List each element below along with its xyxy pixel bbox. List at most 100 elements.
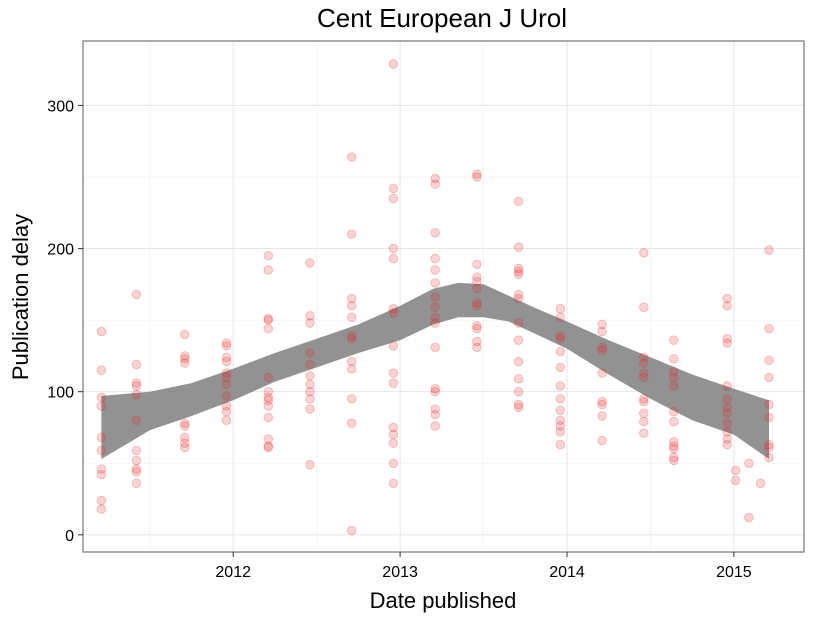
data-point <box>555 312 566 323</box>
data-point <box>347 312 357 323</box>
data-point <box>131 389 142 400</box>
data-point <box>639 358 649 368</box>
data-point <box>430 318 440 328</box>
data-point <box>430 278 440 288</box>
data-point <box>669 437 679 447</box>
data-point <box>347 525 357 536</box>
data-point <box>764 355 774 365</box>
data-point <box>744 458 754 469</box>
data-point <box>347 364 357 374</box>
data-point <box>722 293 732 304</box>
data-point <box>639 368 649 378</box>
data-point <box>263 324 274 334</box>
data-point <box>555 415 566 426</box>
data-point <box>669 381 679 391</box>
data-point <box>430 292 440 302</box>
plot-border <box>82 40 805 553</box>
data-point <box>722 394 732 404</box>
y-axis-title: Publication delay <box>8 214 33 380</box>
data-point <box>555 427 566 437</box>
data-point <box>472 172 482 182</box>
smooth-confidence-band <box>101 282 769 459</box>
data-point <box>263 442 274 453</box>
data-point <box>722 381 732 391</box>
data-point <box>764 399 774 410</box>
data-point <box>764 452 774 463</box>
data-point <box>513 387 524 397</box>
data-point <box>430 409 440 420</box>
data-point <box>555 394 566 404</box>
data-point <box>263 401 274 411</box>
data-point <box>764 442 774 453</box>
data-point <box>221 415 232 426</box>
data-point <box>513 374 524 384</box>
data-point <box>263 392 274 403</box>
data-point <box>764 245 774 255</box>
data-point <box>180 432 190 443</box>
data-point <box>764 412 774 423</box>
data-point <box>513 399 524 410</box>
data-point <box>597 411 607 421</box>
data-point <box>388 478 399 489</box>
data-point <box>597 399 607 410</box>
data-point <box>347 229 357 239</box>
data-point <box>555 405 566 416</box>
data-point <box>513 263 524 274</box>
data-point <box>513 356 524 367</box>
data-point <box>722 334 732 344</box>
data-point <box>96 495 107 506</box>
data-point <box>513 242 524 252</box>
data-point <box>221 379 232 390</box>
data-point <box>430 404 440 414</box>
data-point <box>597 319 607 330</box>
data-point <box>347 301 357 311</box>
y-tick-label: 300 <box>47 98 74 115</box>
data-point <box>221 338 232 348</box>
data-point <box>472 298 482 308</box>
x-axis-title: Date published <box>370 588 517 613</box>
data-point <box>180 421 190 431</box>
data-point <box>555 331 566 341</box>
data-point <box>555 381 566 391</box>
data-point <box>347 152 357 162</box>
data-point <box>730 475 741 486</box>
data-point <box>472 301 482 311</box>
data-point <box>388 458 399 469</box>
data-point <box>722 301 732 311</box>
data-point <box>263 314 274 324</box>
data-point <box>96 392 107 403</box>
data-point <box>513 269 524 280</box>
data-point <box>764 324 774 334</box>
data-point <box>131 359 142 370</box>
data-point <box>555 346 566 357</box>
data-point <box>180 442 190 453</box>
data-point <box>764 439 774 450</box>
data-point <box>347 334 357 344</box>
data-point <box>430 302 440 312</box>
data-point <box>472 324 482 334</box>
x-tick-label: 2014 <box>549 564 585 581</box>
data-point <box>347 331 357 341</box>
data-point <box>131 289 142 300</box>
y-tick-label: 200 <box>47 242 74 259</box>
data-point <box>388 304 399 314</box>
data-point <box>755 478 766 489</box>
data-point <box>722 439 732 450</box>
data-point <box>131 455 142 466</box>
data-point <box>96 401 107 411</box>
data-point <box>96 326 107 337</box>
data-point <box>388 59 399 69</box>
data-point <box>430 228 440 238</box>
data-point <box>669 444 679 454</box>
data-point <box>96 445 107 456</box>
data-point <box>722 427 732 437</box>
y-axis: 0 100 200 300 <box>47 98 83 545</box>
data-point <box>669 354 679 364</box>
data-point <box>597 397 607 407</box>
data-point <box>430 253 440 264</box>
data-point <box>180 354 190 364</box>
data-point <box>744 512 754 523</box>
data-point <box>597 342 607 353</box>
data-point <box>263 412 274 423</box>
data-point <box>388 368 399 378</box>
